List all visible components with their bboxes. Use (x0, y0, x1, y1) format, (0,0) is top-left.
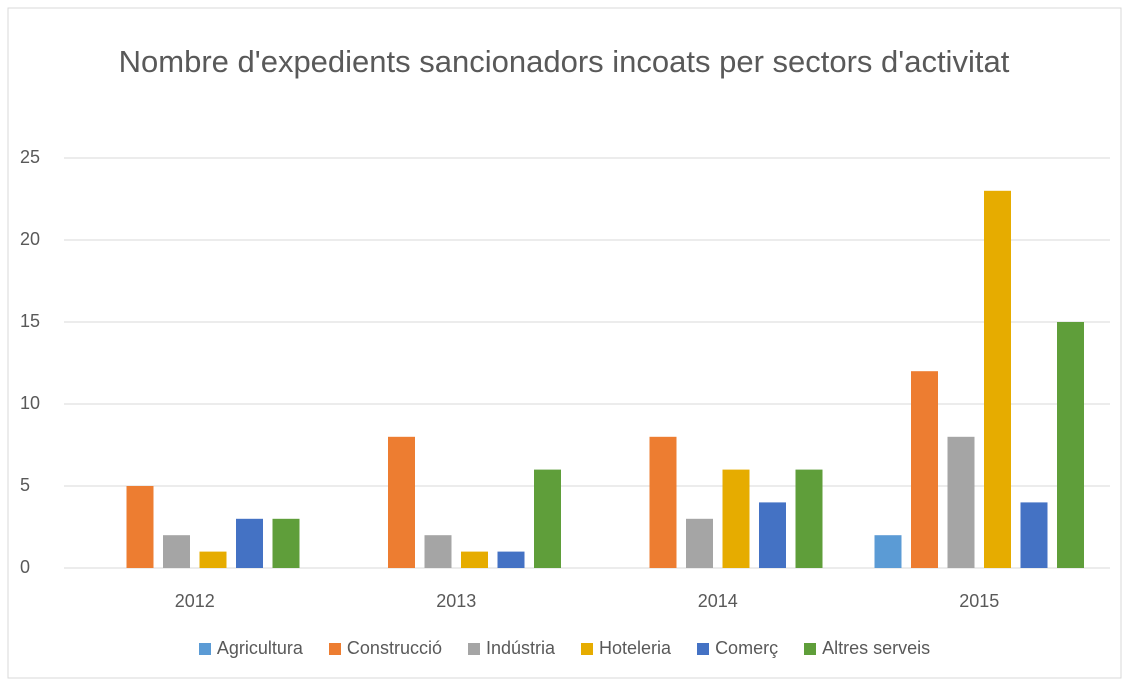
bar (1057, 322, 1084, 568)
bar (461, 551, 488, 568)
x-tick-label: 2015 (959, 591, 999, 611)
bar (947, 436, 975, 568)
bar (163, 535, 190, 568)
y-tick-label: 15 (20, 311, 40, 331)
bar (236, 518, 263, 568)
bar (1020, 502, 1048, 568)
legend-swatch (328, 642, 341, 655)
legend-swatch (804, 642, 817, 655)
bar (795, 469, 823, 568)
bar (126, 486, 154, 568)
legend-label: Comerç (715, 638, 779, 658)
x-tick-label: 2013 (436, 591, 476, 611)
legend: Agricultura Construcció Indústria Hoteleria… (0, 638, 1129, 659)
chart-border (7, 7, 1122, 679)
bar (649, 436, 677, 568)
legend-label: Agricultura (216, 638, 303, 658)
bar (424, 535, 452, 568)
legend-label: Indústria (485, 638, 556, 658)
y-tick-label: 5 (20, 475, 30, 495)
legend-item: Altres serveis (804, 638, 930, 659)
bar (199, 551, 227, 568)
bar (874, 535, 902, 568)
legend-swatch (697, 642, 710, 655)
y-tick-label: 25 (20, 147, 40, 167)
bar (722, 469, 750, 568)
legend-label: Construcció (346, 638, 442, 658)
legend-label: Altres serveis (822, 638, 931, 658)
legend-swatch (467, 642, 480, 655)
legend-swatch (581, 642, 594, 655)
bar (759, 502, 786, 568)
legend-item: Agricultura (198, 638, 303, 659)
bar (272, 518, 300, 568)
bar (984, 190, 1011, 569)
legend-item: Comerç (697, 638, 778, 659)
legend-swatch (198, 642, 211, 655)
legend-item: Construcció (328, 638, 442, 659)
legend-item: Indústria (467, 638, 556, 659)
legend-label: Hoteleria (599, 638, 672, 658)
y-tick-label: 10 (20, 393, 40, 413)
y-tick-label: 20 (20, 229, 40, 249)
x-tick-label: 2012 (175, 591, 215, 611)
legend-item: Hoteleria (581, 638, 671, 659)
bar (911, 371, 938, 568)
bar (497, 551, 525, 568)
y-tick-label: 0 (20, 557, 30, 577)
x-tick-label: 2014 (698, 591, 738, 611)
bar (388, 436, 415, 568)
chart-title: Nombre d'expedients sancionadors incoats… (118, 44, 1010, 79)
bar (686, 518, 713, 568)
bar (534, 469, 561, 568)
